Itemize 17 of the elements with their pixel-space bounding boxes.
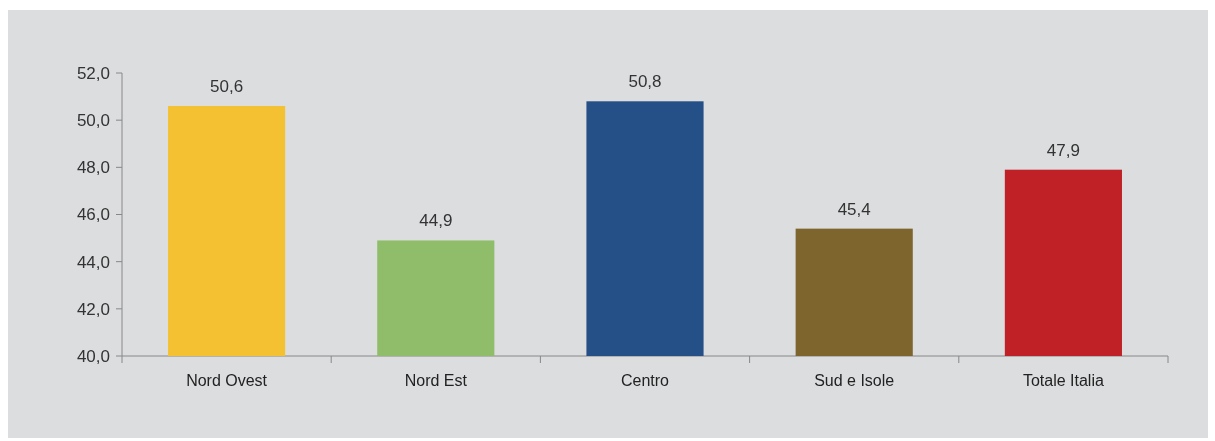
- x-tick-label: Totale Italia: [1022, 372, 1104, 389]
- y-tick-label: 50,0: [76, 111, 110, 131]
- data-label: 50,8: [628, 72, 662, 92]
- data-label: 44,9: [419, 211, 453, 231]
- y-tick-label: 44,0: [76, 252, 110, 272]
- y-tick-label: 42,0: [76, 299, 110, 319]
- y-tick-label: 46,0: [76, 205, 110, 225]
- y-tick-label: 48,0: [76, 158, 110, 178]
- y-tick-label: 40,0: [76, 346, 110, 366]
- x-tick-label: Sud e Isole: [814, 372, 895, 389]
- data-label: 47,9: [1046, 140, 1080, 160]
- x-tick-label: Nord Est: [404, 372, 468, 389]
- y-tick-label: 52,0: [76, 63, 110, 83]
- data-label: 50,6: [210, 77, 244, 97]
- x-tick-label: Centro: [620, 372, 670, 389]
- data-label: 45,4: [837, 199, 871, 219]
- x-tick-label: Nord Ovest: [186, 372, 268, 389]
